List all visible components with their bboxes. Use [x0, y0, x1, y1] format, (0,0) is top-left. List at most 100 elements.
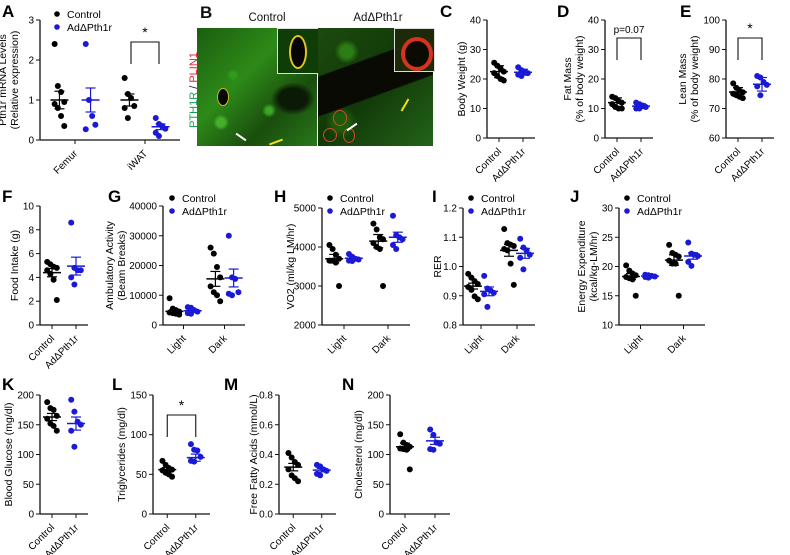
data-point [71, 281, 78, 288]
y-tick-label: 5000 [294, 204, 317, 215]
data-point [51, 101, 58, 107]
micrograph-control [197, 28, 319, 146]
y-tick-label: 50 [136, 470, 148, 481]
data-point [336, 283, 343, 289]
adipocyte-outline [217, 88, 229, 106]
data-point [77, 421, 84, 428]
y-tick-label: 0.8 [443, 321, 457, 332]
data-point [187, 441, 194, 448]
y-tick-label: 100 [703, 16, 720, 27]
panel-letter: H [274, 187, 286, 206]
y-tick-label: 30 [602, 204, 614, 215]
y-tick-label: 100 [17, 450, 34, 461]
x-tick-label: Dark [207, 333, 230, 356]
data-point [124, 115, 131, 121]
data-point [53, 427, 60, 434]
significance-label: * [142, 24, 148, 40]
y-tick-label: 0.8 [259, 391, 273, 402]
data-point [50, 276, 57, 283]
data-point [500, 77, 507, 84]
y-tick-label: 50 [373, 480, 385, 491]
legend-label: Control [637, 193, 671, 205]
y-tick-label: 30 [470, 45, 482, 56]
data-point [642, 104, 649, 111]
significance-bracket [616, 37, 642, 60]
y-tick-label: 50 [23, 480, 35, 491]
y-tick-label: 20 [588, 75, 600, 86]
data-point [288, 454, 295, 461]
data-point [92, 121, 99, 128]
y-tick-label: 1 [28, 96, 34, 107]
data-point [481, 291, 488, 298]
y-axis-label: Body Weight (g) [456, 41, 468, 116]
data-point [285, 450, 292, 457]
significance-bracket [166, 414, 197, 437]
x-tick-label: AdΔPth1r [402, 522, 441, 555]
y-axis-label: Ambulatory Activity [104, 220, 116, 309]
y-tick-label: 0.4 [259, 450, 273, 461]
y-axis-label: Triglycerides (mg/dl) [116, 407, 128, 502]
data-point [393, 245, 400, 252]
panel-letter: D [557, 2, 569, 21]
legend-label: AdΔPth1r [637, 206, 682, 218]
data-point [44, 399, 51, 406]
data-point [82, 126, 89, 133]
y-tick-label: 2 [28, 297, 34, 308]
y-tick-label: 40000 [129, 202, 157, 213]
data-point [207, 244, 214, 251]
data-point [213, 263, 220, 270]
data-point [520, 266, 527, 273]
y-tick-label: 30000 [129, 231, 157, 242]
panel-letter: F [2, 187, 12, 206]
significance-label: * [179, 397, 185, 413]
panel-letter: L [112, 375, 122, 394]
y-axis-label: Pth1r mRNA Levels [0, 34, 9, 126]
data-point [632, 292, 639, 299]
data-point [373, 226, 380, 233]
panel-letter: K [2, 375, 15, 394]
data-point [510, 281, 517, 288]
y-tick-label: 10 [23, 202, 35, 213]
y-axis-label: Fat Mass [562, 57, 574, 100]
data-point [71, 443, 78, 450]
y-tick-label: 0.6 [259, 420, 273, 431]
data-point [618, 105, 625, 112]
inset-ko [394, 28, 435, 72]
panel-i: I 0.8 0.9 1.0 1.1 1.2 RER Light Dark ControlAdΔPt… [432, 187, 535, 356]
panel-h: H 2000 3000 4000 5000 VO2 (ml/kg LM/hr) Light D… [274, 187, 410, 356]
y-axis-label: (Beam Breaks) [116, 230, 128, 300]
y-tick-label: 90 [709, 45, 721, 56]
data-point [406, 466, 413, 473]
y-tick-label: 0 [28, 136, 34, 147]
data-point [510, 243, 517, 250]
data-point [155, 133, 162, 139]
legend-label: AdΔPth1r [340, 206, 385, 218]
data-point [235, 289, 242, 296]
panel-j: J 10 15 20 25 30 Energy Expenditure (kcal/kg-LM… [570, 187, 705, 356]
y-tick-label: 20000 [129, 261, 157, 272]
y-tick-label: 2 [28, 56, 34, 67]
y-tick-label: 20 [602, 262, 614, 273]
y-tick-label: 1.2 [443, 204, 457, 215]
legend-marker [624, 208, 630, 214]
data-point [225, 232, 232, 239]
data-point [54, 83, 61, 89]
legend-label: Control [67, 9, 101, 21]
x-tick-label: iWAT [126, 148, 150, 172]
data-point [89, 113, 96, 119]
data-point [152, 115, 159, 121]
data-point [229, 292, 236, 299]
y-tick-label: 0 [593, 134, 599, 145]
legend-marker [169, 195, 175, 201]
data-point [688, 262, 695, 269]
legend-label: AdΔPth1r [481, 206, 526, 218]
y-tick-label: 8 [28, 225, 34, 236]
y-tick-label: 60 [709, 134, 721, 145]
data-point [389, 212, 396, 219]
legend-marker [169, 208, 175, 214]
y-tick-label: 10 [470, 104, 482, 115]
data-point [317, 472, 324, 479]
data-point [176, 311, 183, 318]
